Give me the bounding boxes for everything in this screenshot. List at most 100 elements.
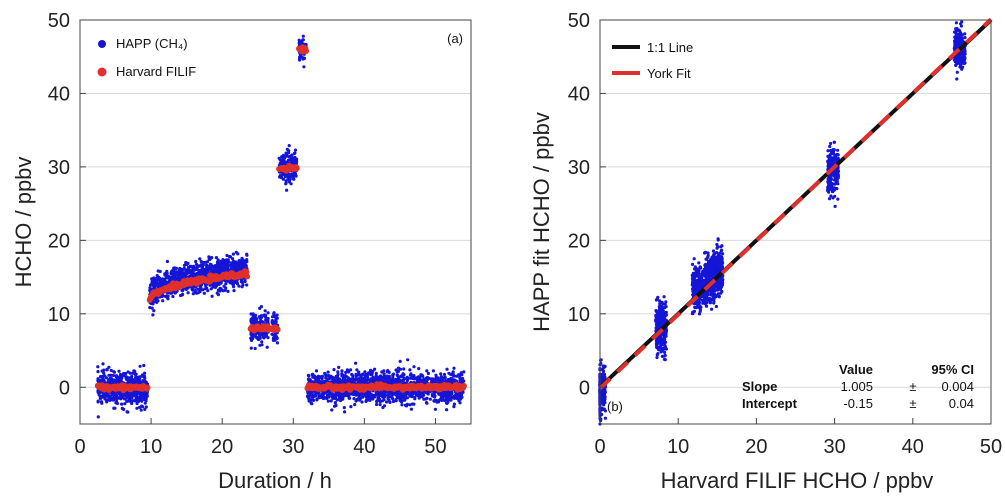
happ-point xyxy=(190,271,194,275)
happ-point xyxy=(344,370,348,374)
happ-point xyxy=(360,392,364,396)
happ-vs-filif-point xyxy=(654,322,659,326)
happ-point xyxy=(343,378,347,382)
happ-point xyxy=(130,401,134,406)
happ-point xyxy=(406,358,410,362)
happ-point xyxy=(434,373,438,377)
happ-point xyxy=(215,291,219,295)
happ-point xyxy=(431,369,435,373)
happ-point xyxy=(282,162,286,166)
happ-point xyxy=(354,361,358,365)
happ-point xyxy=(96,399,100,403)
happ-point xyxy=(96,415,100,419)
happ-point xyxy=(285,188,289,192)
happ-point xyxy=(328,390,332,394)
happ-point xyxy=(413,395,417,399)
happ-point xyxy=(425,401,429,405)
happ-point xyxy=(240,280,244,284)
happ-point xyxy=(244,265,248,269)
happ-point xyxy=(462,370,466,374)
happ-point xyxy=(398,367,403,371)
filif-point xyxy=(293,165,300,172)
panel-a-y-tick-label: 40 xyxy=(48,83,70,105)
happ-point xyxy=(332,368,336,372)
happ-point xyxy=(139,394,143,398)
happ-point xyxy=(437,377,442,381)
happ-point xyxy=(138,364,142,368)
happ-point xyxy=(301,56,305,60)
happ-point xyxy=(449,376,453,381)
happ-point xyxy=(172,270,176,275)
happ-point xyxy=(181,273,185,277)
happ-point xyxy=(307,399,311,403)
happ-point xyxy=(123,393,127,397)
happ-point xyxy=(274,319,278,324)
happ-point xyxy=(226,259,230,263)
happ-point xyxy=(404,390,408,394)
happ-point xyxy=(195,267,199,271)
happ-point xyxy=(314,378,318,382)
happ-point xyxy=(251,312,255,316)
happ-point xyxy=(286,158,291,162)
happ-point xyxy=(433,407,437,411)
happ-point xyxy=(236,265,240,269)
happ-point xyxy=(447,378,451,382)
happ-point xyxy=(336,378,340,382)
happ-point xyxy=(291,175,295,179)
happ-point xyxy=(112,406,116,410)
happ-point xyxy=(333,401,337,405)
happ-point xyxy=(196,287,200,291)
happ-point xyxy=(237,284,241,288)
happ-point xyxy=(459,396,463,400)
panel-a-y-tick-label: 10 xyxy=(48,304,70,326)
happ-point xyxy=(96,377,100,381)
happ-vs-filif-point xyxy=(657,307,662,311)
happ-point xyxy=(194,259,198,264)
happ-point xyxy=(231,267,235,271)
happ-point xyxy=(449,392,453,396)
happ-point xyxy=(357,398,361,402)
happ-point xyxy=(263,315,267,319)
happ-point xyxy=(125,410,129,414)
happ-point xyxy=(409,376,413,380)
happ-point xyxy=(227,254,232,259)
happ-point xyxy=(354,374,358,378)
panel-a-x-tick-label: 30 xyxy=(282,436,304,458)
happ-point xyxy=(184,287,188,291)
happ-point xyxy=(337,393,341,397)
filif-point xyxy=(243,268,250,275)
happ-point xyxy=(343,374,347,378)
happ-point xyxy=(229,281,233,285)
happ-point xyxy=(360,373,364,377)
happ-point xyxy=(117,369,121,373)
happ-point xyxy=(143,393,147,397)
happ-point xyxy=(114,393,118,397)
happ-point xyxy=(234,279,239,283)
happ-point xyxy=(140,404,144,408)
happ-vs-filif-point xyxy=(603,364,607,368)
happ-point xyxy=(199,263,203,267)
happ-point xyxy=(425,369,429,373)
happ-point xyxy=(298,58,302,62)
happ-point xyxy=(140,399,144,403)
happ-point xyxy=(232,260,236,264)
happ-point xyxy=(293,172,297,176)
happ-point xyxy=(455,397,459,401)
happ-vs-filif-point xyxy=(602,407,607,411)
happ-point xyxy=(370,396,374,400)
happ-point xyxy=(100,369,104,373)
happ-point xyxy=(174,273,178,277)
happ-point xyxy=(293,151,297,155)
happ-point xyxy=(137,396,141,401)
happ-vs-filif-point xyxy=(664,330,668,334)
happ-point xyxy=(171,275,175,279)
happ-point xyxy=(115,401,119,406)
happ-point xyxy=(333,394,337,398)
happ-point xyxy=(190,287,194,291)
happ-point xyxy=(186,261,190,265)
happ-point xyxy=(398,359,402,363)
happ-point xyxy=(249,346,253,350)
happ-point xyxy=(445,367,449,371)
happ-point xyxy=(315,397,319,401)
happ-point xyxy=(260,340,264,344)
